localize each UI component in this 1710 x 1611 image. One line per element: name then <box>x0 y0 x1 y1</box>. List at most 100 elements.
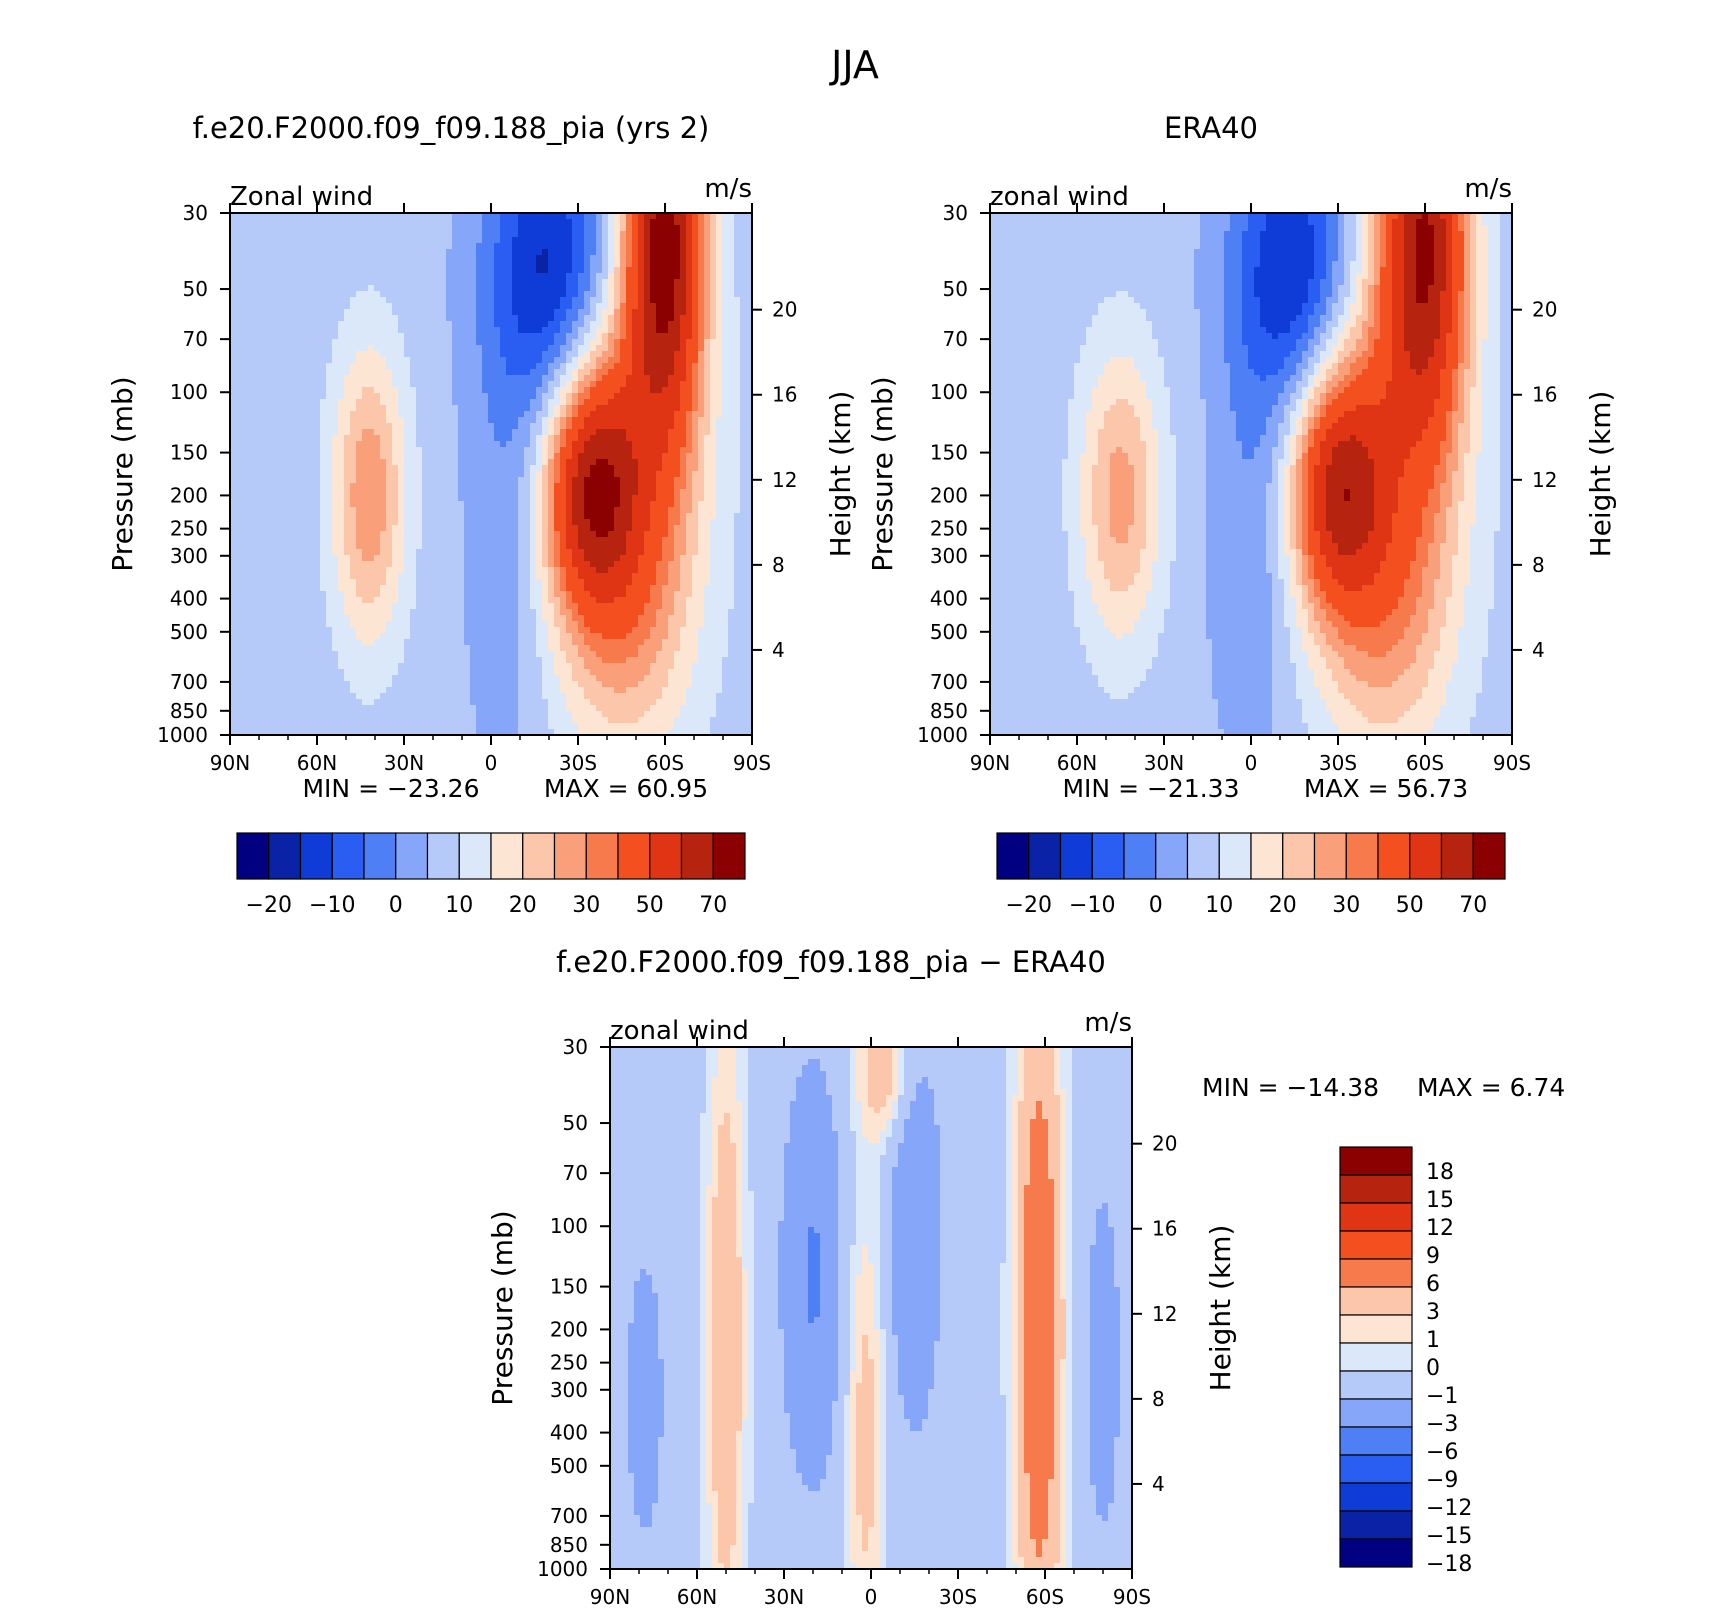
field-cell <box>308 231 315 238</box>
field-cell <box>326 231 333 238</box>
field-cell <box>716 213 723 220</box>
field-cell <box>584 477 591 484</box>
field-cell <box>656 333 663 340</box>
field-cell <box>590 537 597 544</box>
field-cell <box>590 255 597 262</box>
field-cell <box>338 339 345 346</box>
field-cell <box>308 321 315 328</box>
field-cell <box>668 333 675 340</box>
field-cell <box>656 519 663 526</box>
field-cell <box>410 213 417 220</box>
field-cell <box>344 219 351 226</box>
field-cell <box>584 279 591 286</box>
field-cell <box>494 459 501 466</box>
field-cell <box>578 447 585 454</box>
field-cell <box>524 225 531 232</box>
field-cell <box>650 423 657 430</box>
field-cell <box>698 291 705 298</box>
field-cell <box>524 369 531 376</box>
field-cell <box>422 435 429 442</box>
field-cell <box>374 363 381 370</box>
field-cell <box>650 267 657 274</box>
field-cell <box>566 399 573 406</box>
field-cell <box>296 507 303 514</box>
field-cell <box>254 483 261 490</box>
field-cell <box>278 345 285 352</box>
field-cell <box>476 237 483 244</box>
field-cell <box>458 219 465 226</box>
field-cell <box>572 369 579 376</box>
field-cell <box>416 309 423 316</box>
field-cell <box>398 453 405 460</box>
field-cell <box>494 321 501 328</box>
field-cell <box>578 435 585 442</box>
field-cell <box>296 261 303 268</box>
field-cell <box>440 441 447 448</box>
field-cell <box>728 333 735 340</box>
field-cell <box>584 225 591 232</box>
field-cell <box>548 375 555 382</box>
field-cell <box>710 255 717 262</box>
field-cell <box>728 441 735 448</box>
field-cell <box>626 531 633 538</box>
field-cell <box>740 255 747 262</box>
field-cell <box>692 303 699 310</box>
field-cell <box>410 375 417 382</box>
field-cell <box>440 279 447 286</box>
field-cell <box>434 225 441 232</box>
field-cell <box>428 339 435 346</box>
field-cell <box>260 261 267 268</box>
field-cell <box>356 291 363 298</box>
field-cell <box>530 267 537 274</box>
field-cell <box>698 357 705 364</box>
field-cell <box>584 213 591 220</box>
field-cell <box>494 477 501 484</box>
field-cell <box>332 363 339 370</box>
field-cell <box>290 315 297 322</box>
field-cell <box>308 417 315 424</box>
field-cell <box>662 435 669 442</box>
field-cell <box>704 549 711 556</box>
field-cell <box>242 291 249 298</box>
field-cell <box>296 291 303 298</box>
field-cell <box>278 303 285 310</box>
field-cell <box>458 519 465 526</box>
field-cell <box>566 351 573 358</box>
field-cell <box>638 231 645 238</box>
field-cell <box>272 345 279 352</box>
field-cell <box>680 225 687 232</box>
field-cell <box>332 429 339 436</box>
field-cell <box>632 369 639 376</box>
field-cell <box>410 273 417 280</box>
field-cell <box>344 351 351 358</box>
field-cell <box>728 501 735 508</box>
field-cell <box>482 543 489 550</box>
field-cell <box>398 435 405 442</box>
field-cell <box>452 465 459 472</box>
field-cell <box>668 513 675 520</box>
field-cell <box>626 483 633 490</box>
field-cell <box>392 243 399 250</box>
field-cell <box>338 537 345 544</box>
field-cell <box>602 519 609 526</box>
field-cell <box>458 225 465 232</box>
field-cell <box>698 267 705 274</box>
field-cell <box>578 261 585 268</box>
field-cell <box>566 543 573 550</box>
field-cell <box>746 483 753 490</box>
field-cell <box>398 309 405 316</box>
field-cell <box>248 435 255 442</box>
field-cell <box>656 231 663 238</box>
field-cell <box>434 219 441 226</box>
field-cell <box>374 219 381 226</box>
field-cell <box>602 501 609 508</box>
field-cell <box>434 417 441 424</box>
field-cell <box>596 219 603 226</box>
field-cell <box>326 531 333 538</box>
field-cell <box>548 321 555 328</box>
field-cell <box>416 417 423 424</box>
field-cell <box>422 321 429 328</box>
field-cell <box>584 291 591 298</box>
field-cell <box>680 387 687 394</box>
field-cell <box>542 525 549 532</box>
